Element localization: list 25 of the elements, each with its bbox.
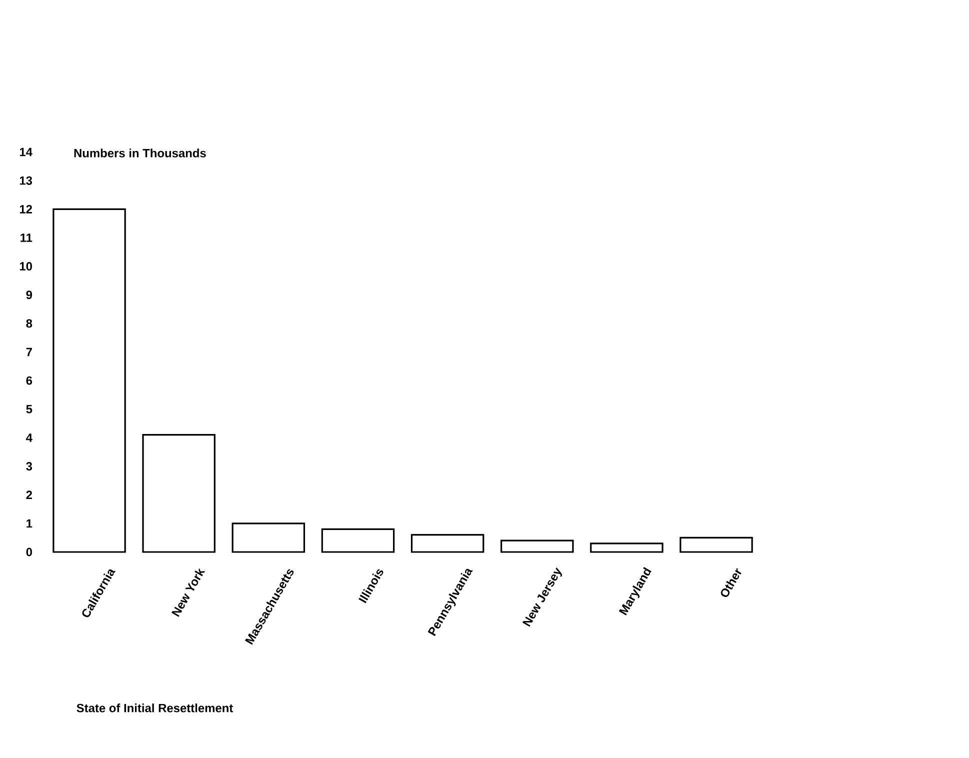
- y-tick-label: 13: [20, 176, 32, 185]
- y-tick-label: 14: [20, 148, 32, 156]
- y-tick-label: 9: [26, 290, 32, 300]
- y-tick-label: 12: [20, 204, 32, 214]
- y-tick-label: 0: [26, 548, 32, 556]
- y-tick-label: 5: [26, 404, 32, 414]
- bar: [232, 522, 306, 553]
- y-axis-title: Numbers in Thousands: [74, 148, 206, 158]
- y-tick-label: 1: [26, 519, 32, 528]
- bar: [680, 536, 753, 553]
- y-tick-label: 6: [26, 376, 32, 385]
- y-tick-label: 3: [26, 462, 32, 471]
- y-tick-label: 11: [20, 234, 32, 242]
- bar: [142, 434, 216, 553]
- bar: [52, 208, 126, 553]
- y-tick-label: 4: [26, 434, 32, 442]
- bar: [321, 528, 395, 553]
- y-tick-label: 10: [20, 262, 32, 271]
- x-axis-title: State of Initial Resettlement: [76, 704, 233, 712]
- y-tick-label: 8: [26, 319, 32, 328]
- bar: [590, 542, 664, 553]
- y-tick-label: 2: [26, 490, 32, 500]
- y-tick-label: 7: [26, 348, 32, 356]
- bar: [410, 534, 484, 553]
- bar: [500, 540, 574, 553]
